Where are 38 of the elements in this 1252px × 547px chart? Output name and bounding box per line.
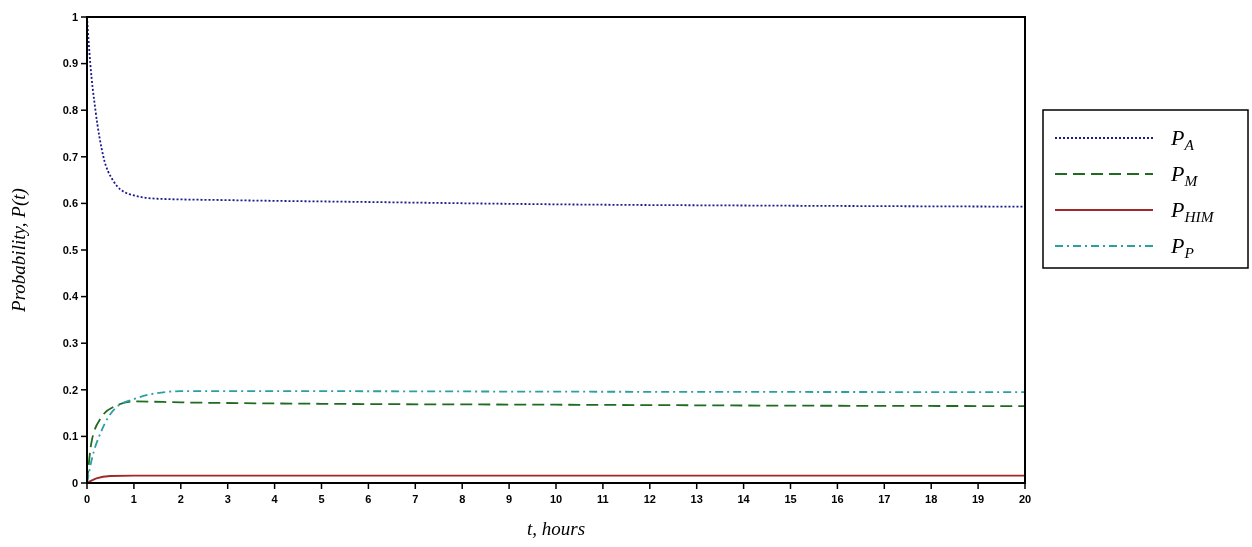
x-tick-label: 14 [737, 493, 751, 505]
x-tick-label: 8 [459, 493, 466, 505]
x-tick-label: 10 [549, 493, 563, 505]
y-tick-label: 0.6 [62, 197, 78, 210]
x-tick-label: 7 [412, 493, 419, 505]
y-tick-label: 0.5 [62, 243, 78, 256]
x-tick-label: 18 [925, 493, 938, 505]
y-tick-label: 1 [71, 10, 78, 23]
y-tick-label: 0.9 [62, 57, 78, 70]
x-tick-label: 3 [224, 493, 231, 505]
legend-label: P$_{P}$ [1170, 232, 1195, 261]
x-tick-label: 15 [784, 493, 797, 505]
x-tick-label: 9 [506, 493, 513, 505]
y-tick-label: 0.7 [62, 150, 78, 163]
y-tick-label: 0.1 [62, 430, 78, 443]
y-tick-label: 0 [71, 476, 78, 489]
x-tick-label: 5 [318, 493, 325, 505]
y-tick-label: 0.4 [62, 290, 79, 303]
line-series [86, 474, 1026, 484]
x-tick-label: 1 [130, 493, 137, 505]
y-tick-label: 0.8 [62, 104, 78, 117]
legend-label: P$_{M}$ [1170, 160, 1199, 189]
legend-label: P$_{A}$ [1170, 124, 1195, 153]
y-tick-label: 0.3 [62, 337, 78, 350]
x-tick-label: 4 [271, 493, 279, 505]
x-tick-label: 0 [83, 493, 91, 505]
x-tick-label: 17 [878, 493, 891, 505]
x-axis-title: t, hours [526, 518, 586, 539]
x-tick-label: 11 [597, 493, 609, 505]
x-tick-label: 19 [971, 493, 985, 505]
x-tick-label: 2 [177, 493, 184, 505]
x-tick-label: 16 [831, 493, 844, 505]
y-axis-title: Probability, P(t) [8, 188, 30, 313]
x-tick-label: 12 [643, 493, 656, 505]
x-tick-label: 13 [690, 493, 703, 505]
y-tick-label: 0.2 [62, 383, 78, 396]
x-tick-label: 20 [1018, 493, 1032, 505]
x-tick-label: 6 [365, 493, 372, 505]
